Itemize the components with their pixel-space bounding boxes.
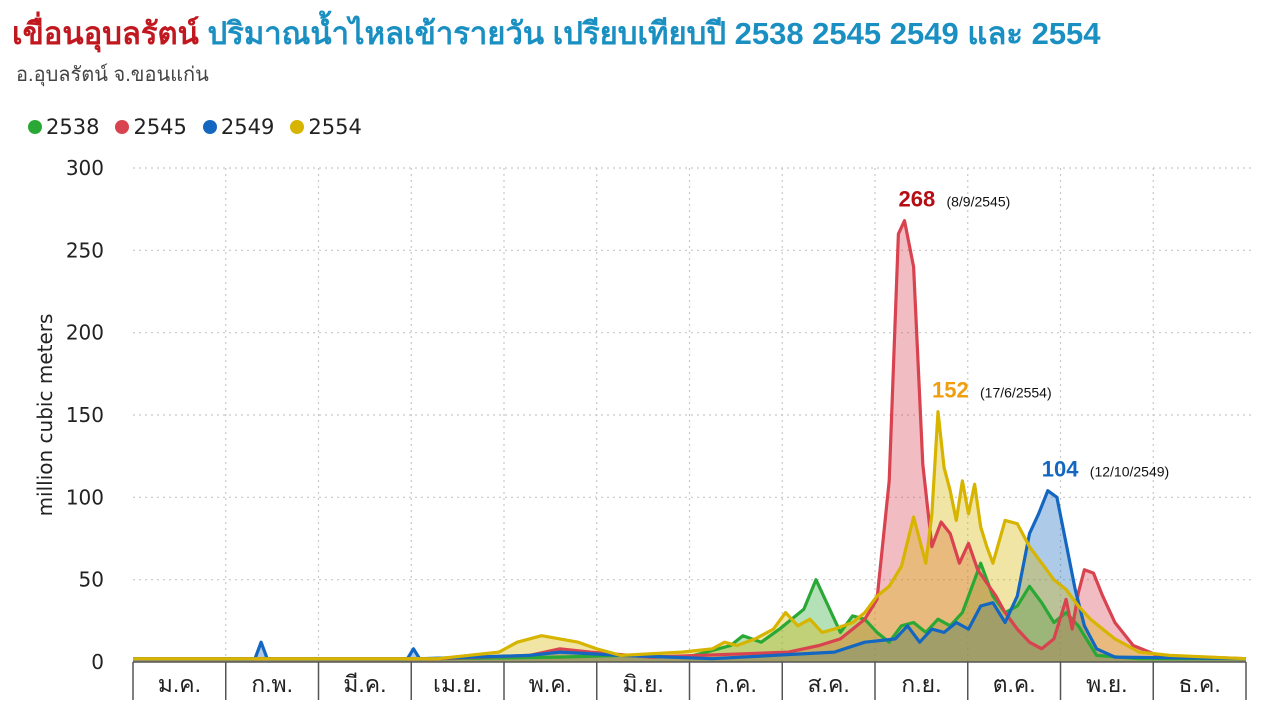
legend-item-2549: 2549 (202, 115, 275, 139)
x-tick-label: มิ.ย. (622, 671, 663, 697)
peak-value-label: 268 (898, 187, 935, 212)
title-dam-name: เขื่อนอุบลรัตน์ (12, 16, 199, 51)
peak-date-label: (12/10/2549) (1090, 464, 1169, 480)
legend-item-2538: 2538 (28, 115, 99, 139)
peak-date-label: (17/6/2554) (980, 385, 1052, 401)
x-tick-label: เม.ย. (433, 671, 482, 697)
axes: 0 50 100 150 200 250 300 ม.ค. ก.พ. มี.ค. เม.ย. พ.ค.… (33, 156, 1247, 700)
series-line-2549 (133, 489, 1247, 661)
legend-item-2554: 2554 (290, 115, 362, 139)
y-tick-label: 200 (66, 321, 104, 345)
legend-label: 2554 (308, 115, 362, 139)
legend-label: 2549 (220, 115, 275, 139)
legend: 2538 2545 2549 2554 (28, 115, 362, 139)
series-lines (133, 219, 1247, 661)
y-axis-label: million cubic meters (33, 314, 57, 517)
series-area-2538 (133, 563, 1246, 662)
legend-item-2545: 2545 (115, 115, 187, 139)
series-line-2554 (133, 410, 1247, 661)
title-description: ปริมาณน้ำไหลเข้ารายวัน เปรียบเทียบปี 253… (207, 16, 1101, 51)
y-tick-label: 250 (66, 238, 104, 262)
x-tick-label: ก.ค. (715, 671, 757, 697)
legend-dot (290, 120, 305, 134)
x-tick-label: ม.ค. (158, 671, 201, 697)
chart-title: เขื่อนอุบลรัตน์ ปริมาณน้ำไหลเข้ารายวัน เ… (12, 14, 1101, 54)
legend-dot (28, 120, 42, 134)
series-line-2538 (133, 561, 1246, 661)
x-tick-label: ธ.ค. (1179, 671, 1221, 697)
series-area-2545 (133, 220, 1246, 662)
y-tick-label: 50 (79, 568, 104, 592)
chart-subtitle: อ.อุบลรัตน์ จ.ขอนแก่น (16, 64, 209, 86)
y-tick-label: 0 (91, 650, 104, 674)
x-tick-label: ก.พ. (251, 671, 293, 697)
grid-lines (133, 167, 1255, 662)
legend-dot (115, 120, 130, 134)
x-tick-label: พ.ค. (529, 671, 572, 697)
x-tick-label: ต.ค. (993, 671, 1036, 697)
legend-label: 2545 (133, 115, 187, 139)
peak-value-label: 152 (932, 378, 969, 403)
peak-value-label: 104 (1042, 457, 1079, 482)
legend-dot (202, 120, 217, 134)
x-tick-label: พ.ย. (1086, 671, 1127, 697)
x-tick-label: ก.ย. (901, 671, 941, 697)
x-tick-label: มี.ค. (343, 671, 386, 697)
y-tick-label: 300 (66, 156, 104, 180)
y-tick-label: 100 (66, 485, 104, 509)
y-tick-label: 150 (66, 403, 104, 427)
peak-date-label: (8/9/2545) (946, 194, 1010, 210)
peak-annotations: 268 (8/9/2545) 152 (17/6/2554) 104 (12/10/254… (898, 187, 1169, 482)
legend-label: 2538 (46, 115, 100, 139)
series-area-2549 (133, 490, 1246, 662)
x-tick-label: ส.ค. (808, 671, 850, 697)
series-line-2545 (133, 219, 1247, 661)
